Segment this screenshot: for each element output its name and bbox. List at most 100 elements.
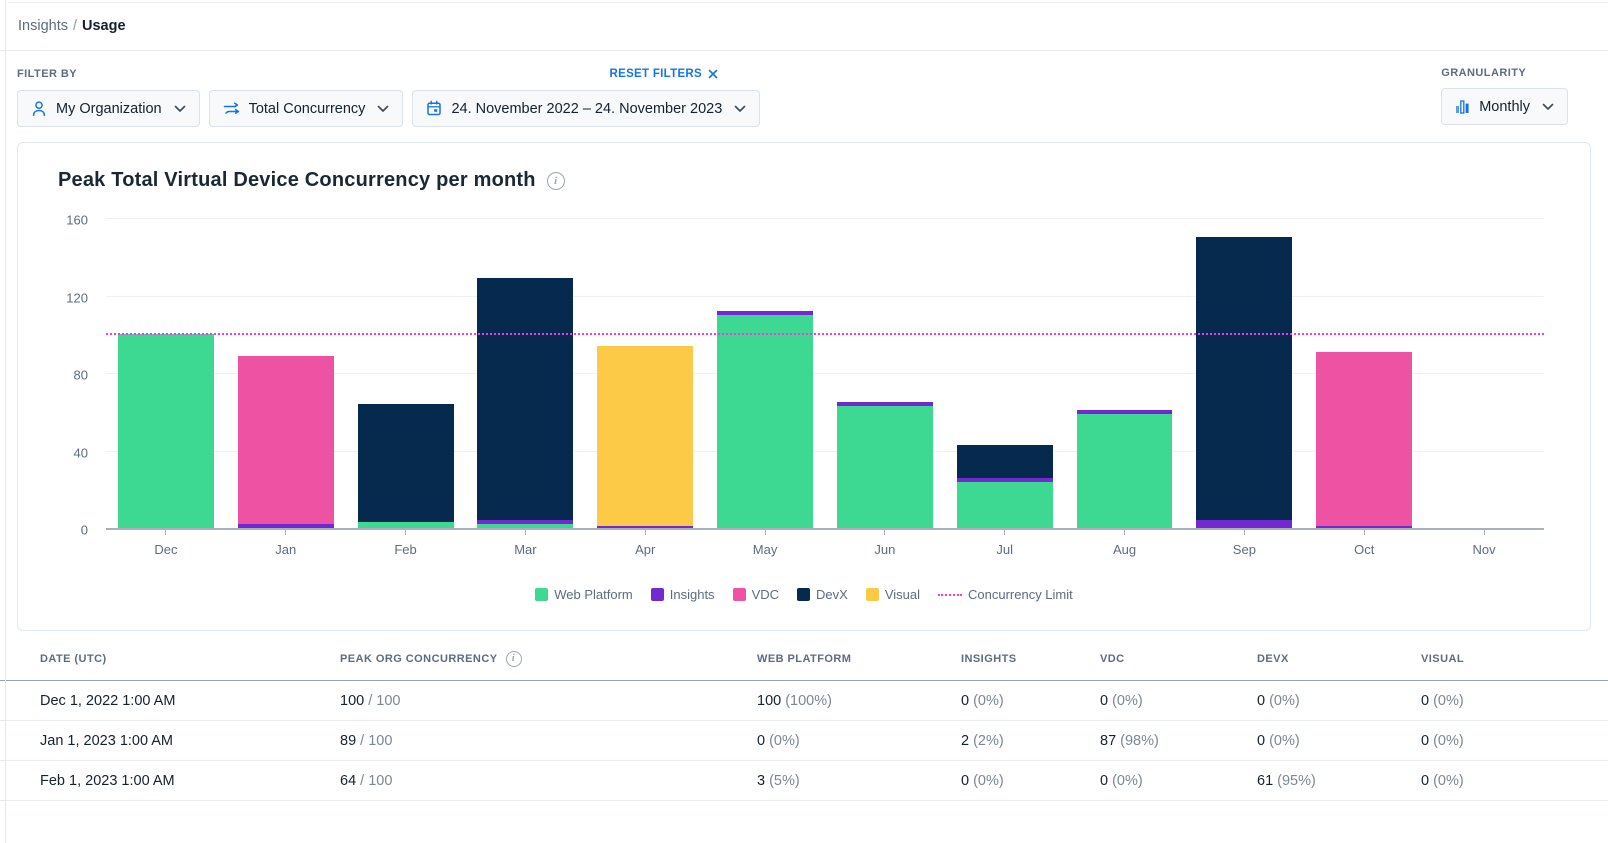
table-header-devx: DEVX — [1257, 652, 1289, 665]
bar-segment-web-platform-mar[interactable] — [477, 524, 574, 528]
table-header-peak-org-concurrency: PEAK ORG CONCURRENCY i — [340, 650, 757, 667]
concurrency-limit-line — [106, 333, 1544, 336]
window-top-divider — [8, 2, 1608, 3]
x-label-may: May — [752, 542, 778, 557]
info-icon[interactable]: i — [505, 650, 522, 667]
metric-filter-dropdown[interactable]: Total Concurrency — [208, 90, 404, 127]
visual-cell: 0 (0%) — [1421, 692, 1464, 709]
insights-cell: 2 (2%) — [961, 732, 1004, 749]
peak-concurrency-cell: 89 / 100 — [340, 732, 393, 749]
bar-segment-insights-jul[interactable] — [956, 477, 1053, 482]
y-axis-label-80: 80 — [73, 367, 88, 383]
x-slot-mar: Mar — [465, 530, 585, 557]
bar-slot-mar — [465, 220, 585, 528]
bar-segment-insights-apr[interactable] — [597, 526, 694, 528]
date-range-filter-dropdown[interactable]: 24. November 2022 – 24. November 2023 — [412, 90, 761, 127]
bar-chart-icon — [1455, 99, 1470, 114]
legend-item-insights[interactable]: Insights — [650, 587, 715, 602]
bar-segment-web-platform-aug[interactable] — [1076, 413, 1173, 528]
legend-label-web-platform: Web Platform — [554, 587, 633, 602]
table-header-date-utc: DATE (UTC) — [40, 652, 107, 665]
close-icon — [708, 69, 718, 79]
bar-oct[interactable] — [1316, 351, 1413, 528]
reset-filters-button[interactable]: RESET FILTERS — [610, 68, 719, 80]
bar-segment-web-platform-dec[interactable] — [117, 334, 214, 528]
bar-may[interactable] — [717, 311, 813, 528]
x-slot-jul: Jul — [945, 530, 1065, 557]
x-label-jul: Jul — [996, 542, 1014, 557]
bar-jul[interactable] — [956, 444, 1053, 528]
bar-slot-jan — [226, 220, 346, 528]
table-header-vdc: VDC — [1100, 652, 1125, 665]
breadcrumb-insights-link[interactable]: Insights — [18, 18, 68, 34]
chevron-down-icon — [377, 105, 389, 113]
bar-aug[interactable] — [1076, 409, 1173, 528]
bar-segment-web-platform-may[interactable] — [717, 314, 813, 528]
bar-sep[interactable] — [1196, 237, 1293, 528]
legend-label-vdc: VDC — [751, 587, 780, 602]
bar-segment-web-platform-feb[interactable] — [357, 522, 454, 528]
bar-segment-devx-sep[interactable] — [1196, 237, 1293, 521]
legend-dashed-line-swatch — [938, 593, 962, 596]
bar-segment-insights-may[interactable] — [717, 311, 813, 315]
bar-segment-devx-jul[interactable] — [956, 444, 1053, 478]
bar-segment-insights-jan[interactable] — [237, 524, 334, 528]
bar-segment-insights-aug[interactable] — [1076, 409, 1173, 414]
bar-segment-devx-mar[interactable] — [477, 278, 574, 521]
bar-segment-vdc-jan[interactable] — [237, 355, 334, 525]
info-icon[interactable]: i — [546, 171, 565, 190]
breadcrumb-separator: / — [72, 18, 78, 34]
web-platform-cell: 0 (0%) — [757, 732, 800, 749]
bar-segment-insights-jun[interactable] — [836, 402, 933, 406]
x-label-nov: Nov — [1472, 542, 1496, 557]
table-header-insights: INSIGHTS — [961, 652, 1017, 665]
legend-item-devx[interactable]: DevX — [797, 587, 848, 602]
visual-cell: 0 (0%) — [1421, 732, 1464, 749]
bar-mar[interactable] — [477, 278, 574, 528]
bar-segment-web-platform-jul[interactable] — [956, 481, 1053, 528]
organization-filter-dropdown[interactable]: My Organization — [17, 90, 200, 127]
bar-jan[interactable] — [237, 355, 334, 528]
x-slot-oct: Oct — [1304, 530, 1424, 557]
table-row: Jan 1, 2023 1:00 AM 89 / 100 0 (0%) 2 (2%) 87(… — [0, 721, 1608, 761]
breadcrumb: Insights / Usage — [0, 0, 1608, 51]
legend-item-concurrency-limit[interactable]: Concurrency Limit — [938, 587, 1073, 602]
legend-item-visual[interactable]: Visual — [865, 587, 920, 602]
table-row: Dec 1, 2022 1:00 AM 100 / 100 100 (100%) 0 (0… — [0, 681, 1608, 721]
web-platform-cell: 3 (5%) — [757, 772, 800, 789]
legend-label-insights: Insights — [669, 587, 715, 602]
filter-by-label: FILTER BY — [17, 68, 78, 80]
bar-segment-devx-feb[interactable] — [357, 404, 454, 523]
granularity-value: Monthly — [1479, 98, 1530, 115]
chevron-down-icon — [1542, 103, 1554, 111]
granularity-dropdown[interactable]: Monthly — [1441, 88, 1568, 125]
x-label-jan: Jan — [275, 542, 297, 557]
bar-slot-oct — [1304, 220, 1424, 528]
bar-segment-insights-mar[interactable] — [477, 520, 574, 525]
bar-segment-visual-apr[interactable] — [597, 345, 694, 527]
legend-swatch-web-platform — [535, 588, 549, 601]
bar-apr[interactable] — [597, 345, 694, 528]
bar-segment-vdc-oct[interactable] — [1316, 351, 1413, 527]
bar-slot-may — [705, 220, 825, 528]
vdc-cell: 87 (98%) — [1100, 732, 1159, 749]
bar-segment-insights-sep[interactable] — [1196, 520, 1293, 528]
bar-segment-web-platform-jun[interactable] — [836, 405, 933, 528]
vdc-cell: 0 (0%) — [1100, 772, 1143, 789]
chevron-down-icon — [734, 105, 746, 113]
date-range-filter-value: 24. November 2022 – 24. November 2023 — [451, 100, 723, 117]
bar-segment-insights-oct[interactable] — [1316, 526, 1413, 528]
bar-dec[interactable] — [117, 334, 214, 528]
bar-jun[interactable] — [836, 402, 933, 528]
y-axis-label-0: 0 — [80, 522, 88, 538]
bar-feb[interactable] — [357, 404, 454, 528]
insights-cell: 0 (0%) — [961, 772, 1004, 789]
date-cell: Feb 1, 2023 1:00 AM — [40, 772, 175, 789]
x-tick-dec — [165, 530, 167, 535]
legend-item-web-platform[interactable]: Web Platform — [535, 587, 633, 602]
legend-item-vdc[interactable]: VDC — [732, 587, 780, 602]
x-tick-mar — [524, 530, 526, 535]
filter-group: FILTER BY RESET FILTERS My Organization — [17, 67, 761, 127]
x-label-sep: Sep — [1232, 542, 1256, 557]
peak-concurrency-cell: 64 / 100 — [340, 772, 393, 789]
